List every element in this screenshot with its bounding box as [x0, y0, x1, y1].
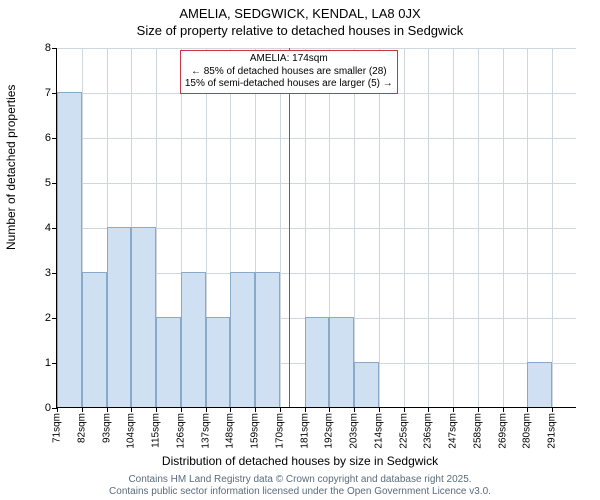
x-tick-label: 192sqm	[324, 413, 335, 449]
attribution-line-1: Contains HM Land Registry data © Crown c…	[0, 474, 600, 486]
grid-line-v	[354, 48, 355, 407]
annotation-line-1: AMELIA: 174sqm	[185, 53, 393, 66]
grid-line-v	[527, 48, 528, 407]
x-tick-label: 203sqm	[349, 413, 360, 449]
x-tick	[230, 407, 231, 412]
x-tick	[206, 407, 207, 412]
attribution-text: Contains HM Land Registry data © Crown c…	[0, 474, 600, 498]
grid-line-v	[428, 48, 429, 407]
x-tick-label: 126sqm	[175, 413, 186, 449]
histogram-bar	[181, 272, 206, 407]
x-tick	[379, 407, 380, 412]
histogram-bar	[206, 317, 231, 407]
x-tick-label: 258sqm	[472, 413, 483, 449]
x-tick-label: 170sqm	[274, 413, 285, 449]
y-tick-label: 0	[45, 402, 51, 414]
property-size-histogram: AMELIA, SEDGWICK, KENDAL, LA8 0JX Size o…	[0, 0, 600, 500]
grid-line-h	[57, 183, 576, 184]
y-tick-label: 4	[45, 222, 51, 234]
x-tick	[107, 407, 108, 412]
y-tick-label: 8	[45, 42, 51, 54]
histogram-bar	[57, 92, 82, 407]
x-tick-label: 93sqm	[101, 413, 112, 443]
x-tick-label: 115sqm	[151, 413, 162, 448]
x-tick-label: 225sqm	[398, 413, 409, 449]
x-tick-label: 214sqm	[373, 413, 384, 449]
grid-line-h	[57, 138, 576, 139]
x-tick	[305, 407, 306, 412]
histogram-bar	[156, 317, 181, 407]
attribution-line-2: Contains public sector information licen…	[0, 486, 600, 498]
x-tick	[57, 407, 58, 412]
x-axis-label: Distribution of detached houses by size …	[0, 454, 600, 468]
grid-line-h	[57, 48, 576, 49]
histogram-bar	[329, 317, 354, 407]
x-tick-label: 71sqm	[52, 413, 63, 443]
x-tick-label: 247sqm	[448, 413, 459, 449]
x-tick	[503, 407, 504, 412]
plot-area: 01234567871sqm82sqm93sqm104sqm115sqm126s…	[56, 48, 576, 408]
histogram-bar	[230, 272, 255, 407]
histogram-bar	[354, 362, 379, 407]
annotation-box: AMELIA: 174sqm← 85% of detached houses a…	[180, 50, 398, 94]
y-tick-label: 1	[45, 357, 51, 369]
x-tick	[181, 407, 182, 412]
x-tick	[131, 407, 132, 412]
x-tick	[255, 407, 256, 412]
histogram-bar	[131, 227, 156, 407]
x-tick-label: 269sqm	[497, 413, 508, 449]
x-tick-label: 137sqm	[200, 413, 211, 449]
y-tick-label: 5	[45, 177, 51, 189]
y-tick-label: 3	[45, 267, 51, 279]
x-tick	[280, 407, 281, 412]
annotation-line-2: ← 85% of detached houses are smaller (28…	[185, 66, 393, 79]
x-tick-label: 159sqm	[250, 413, 261, 449]
x-tick-label: 291sqm	[547, 413, 558, 449]
histogram-bar	[527, 362, 552, 407]
x-tick	[329, 407, 330, 412]
x-tick-label: 148sqm	[225, 413, 236, 449]
chart-title: AMELIA, SEDGWICK, KENDAL, LA8 0JX	[0, 0, 600, 21]
annotation-line-3: 15% of semi-detached houses are larger (…	[185, 78, 393, 91]
x-tick-label: 82sqm	[76, 413, 87, 443]
grid-line-v	[503, 48, 504, 407]
subject-property-marker	[289, 48, 290, 407]
grid-line-v	[453, 48, 454, 407]
x-tick	[552, 407, 553, 412]
x-tick	[478, 407, 479, 412]
histogram-bar	[107, 227, 132, 407]
grid-line-v	[280, 48, 281, 407]
y-tick-label: 7	[45, 87, 51, 99]
x-tick	[428, 407, 429, 412]
y-tick-label: 2	[45, 312, 51, 324]
histogram-bar	[82, 272, 107, 407]
y-axis-label: Number of detached properties	[4, 85, 18, 250]
x-tick	[527, 407, 528, 412]
x-tick	[453, 407, 454, 412]
chart-subtitle: Size of property relative to detached ho…	[0, 21, 600, 38]
x-tick	[404, 407, 405, 412]
x-tick-label: 104sqm	[126, 413, 137, 449]
x-tick	[156, 407, 157, 412]
histogram-bar	[255, 272, 280, 407]
grid-line-v	[404, 48, 405, 407]
x-tick-label: 181sqm	[299, 413, 310, 449]
y-tick-label: 6	[45, 132, 51, 144]
x-tick-label: 280sqm	[522, 413, 533, 449]
histogram-bar	[305, 317, 330, 407]
grid-line-v	[379, 48, 380, 407]
x-tick-label: 236sqm	[423, 413, 434, 449]
x-tick	[354, 407, 355, 412]
grid-line-v	[552, 48, 553, 407]
y-tick	[52, 48, 57, 49]
grid-line-v	[478, 48, 479, 407]
x-tick	[82, 407, 83, 412]
